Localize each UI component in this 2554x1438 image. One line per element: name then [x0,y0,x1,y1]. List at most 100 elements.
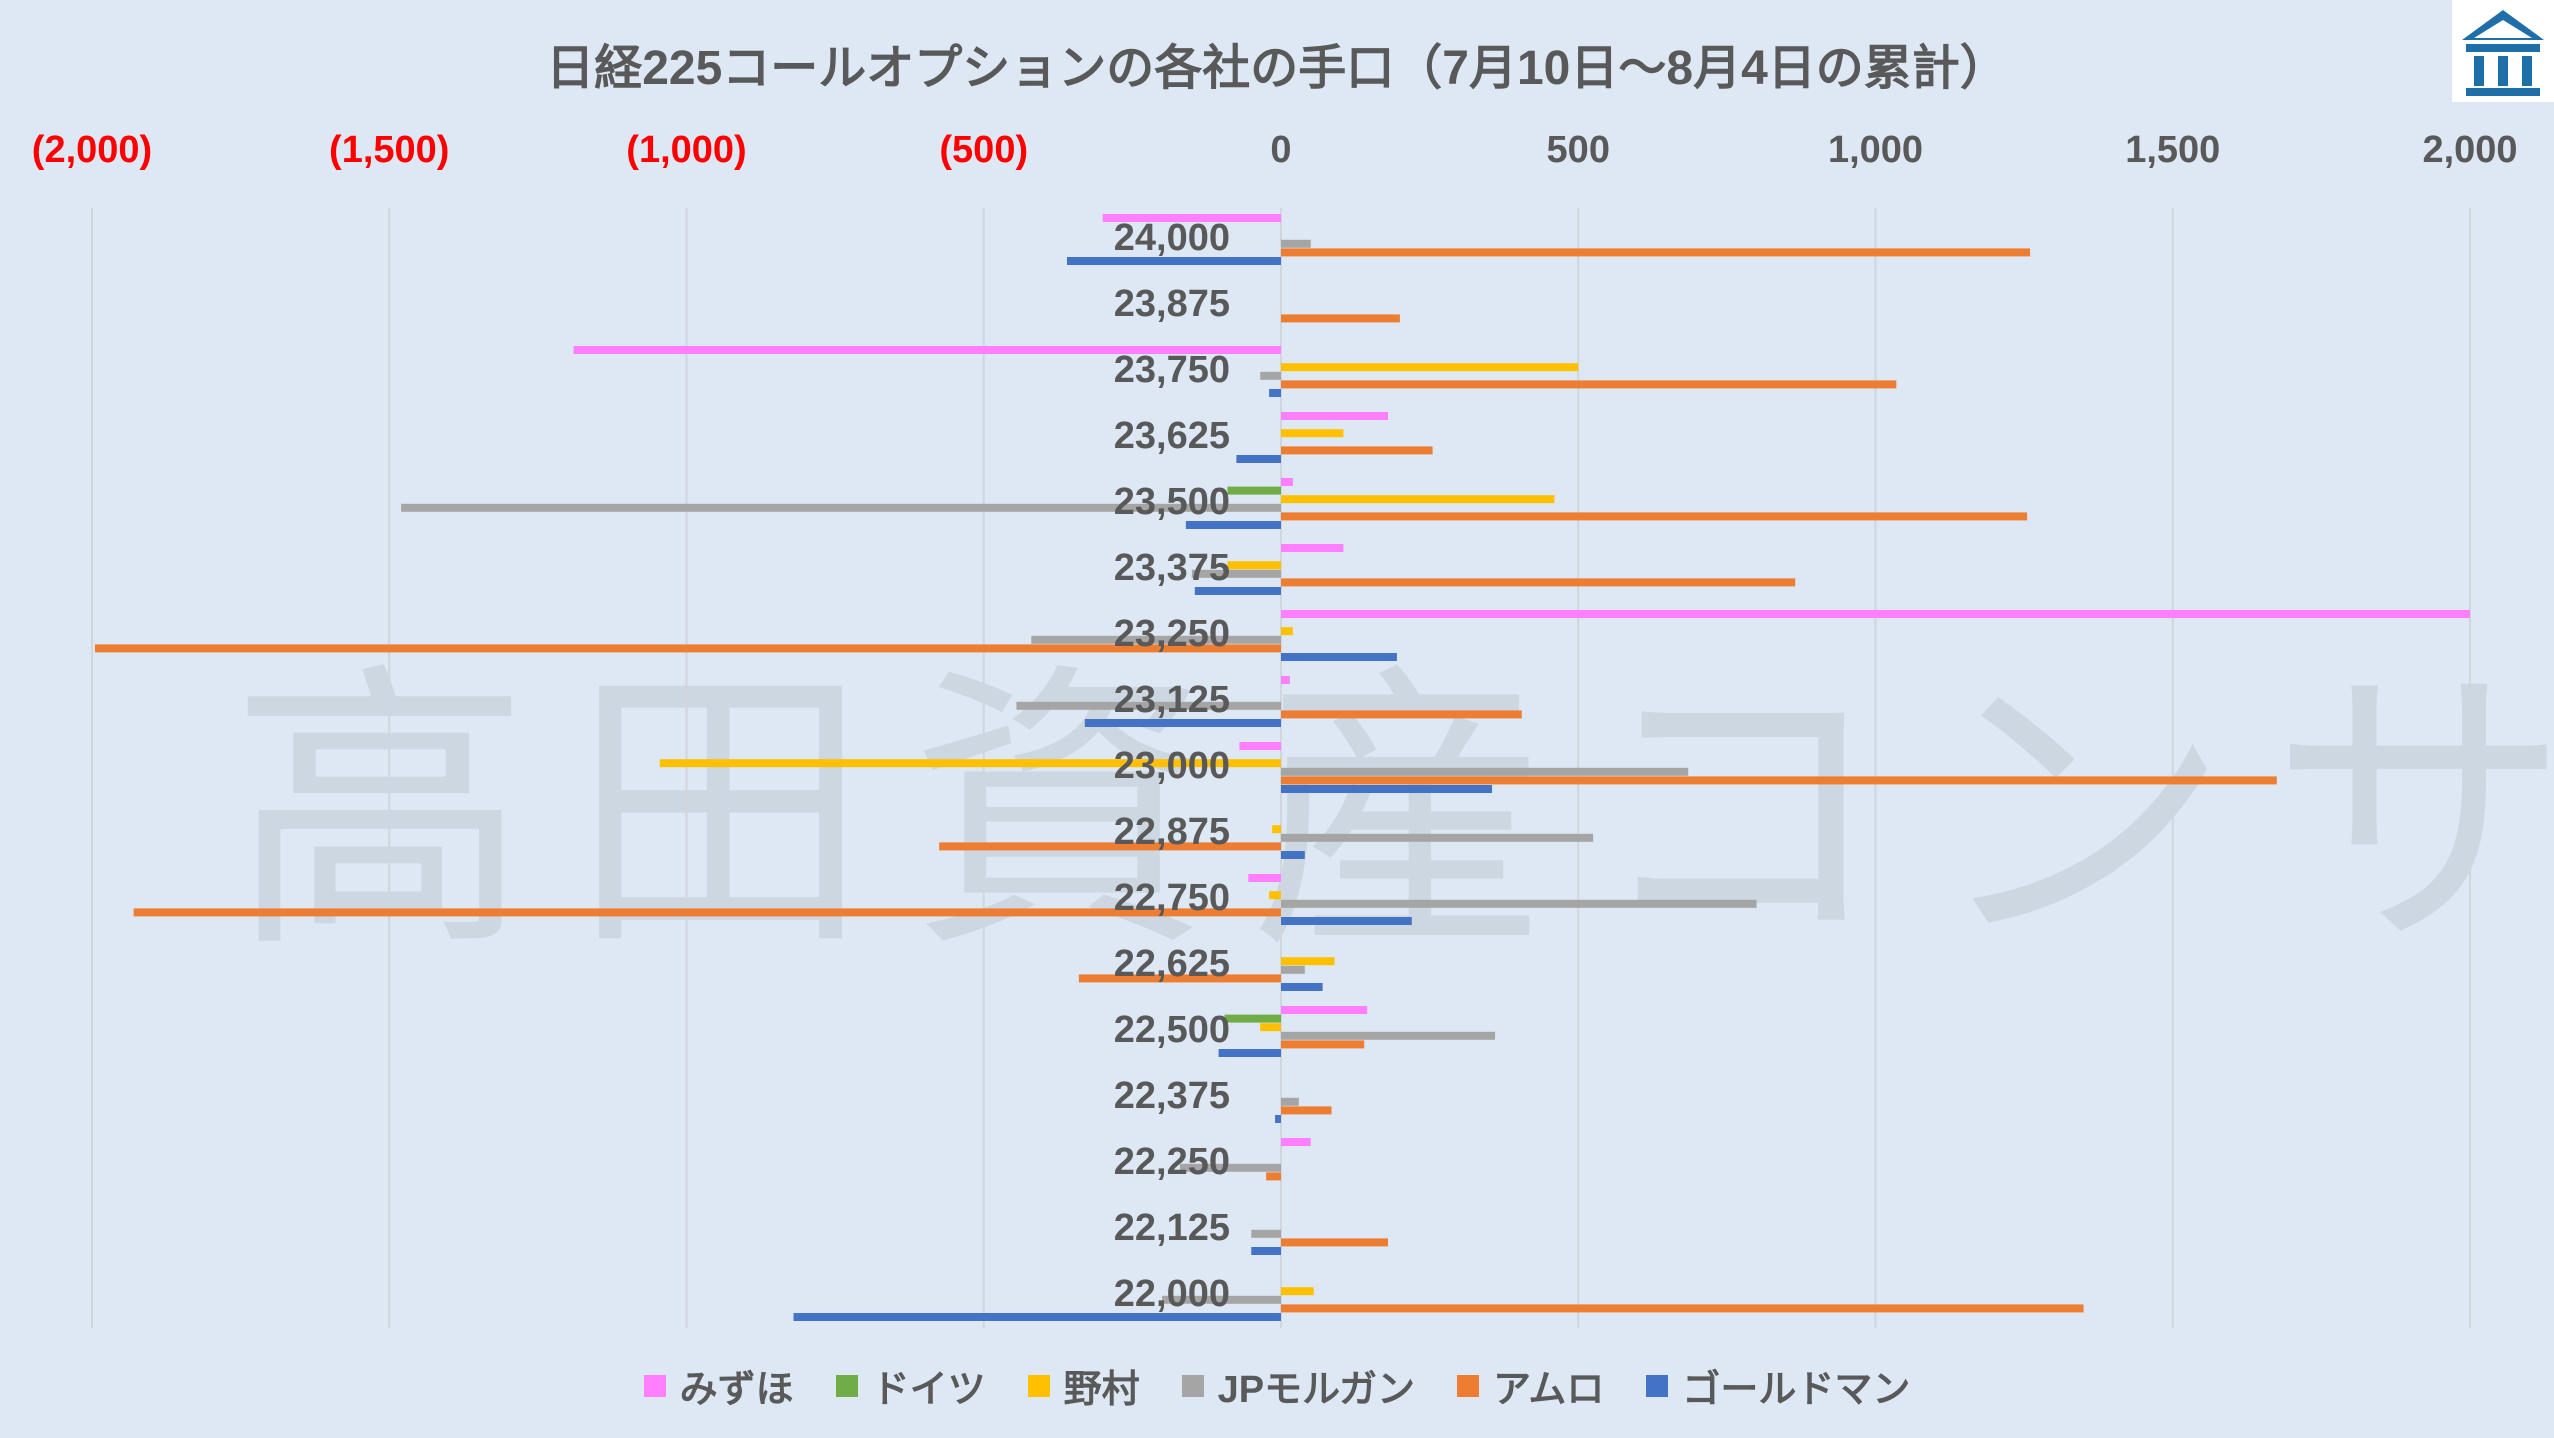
bar [939,842,1281,851]
bar [1191,569,1281,578]
bar [1281,776,2277,785]
bar [1281,446,1433,455]
logo [2452,0,2554,102]
legend-item: アムロ [1457,1358,1604,1413]
legend-label: アムロ [1493,1369,1605,1411]
category-label: 23,500 [1114,481,1230,523]
category-label: 22,875 [1114,811,1230,853]
bar [1281,380,1897,389]
bar [1281,1006,1368,1014]
chart-title: 日経225コールオプションの各社の手口（7月10日～8月4日の累計） [546,42,2008,95]
x-tick-label: 1,500 [2125,129,2220,171]
x-tick-label: 0 [1270,129,1291,171]
bar [1179,1163,1281,1172]
legend-swatch [1457,1374,1480,1397]
legend-item: JPモルガン [1181,1358,1416,1413]
bar [1031,635,1281,644]
bar [1185,521,1281,529]
legend-item: みずほ [643,1358,794,1413]
bar [573,346,1281,354]
watermark: 高田資産コンサル [230,639,2554,988]
category-label: 23,750 [1114,349,1230,391]
bar [1281,248,2031,257]
bar [401,503,1281,512]
bar [1281,899,1757,908]
legend-swatch [1646,1374,1669,1397]
bar [1281,965,1305,974]
category-label: 22,125 [1114,1207,1230,1249]
bar [94,644,1281,653]
bar [133,908,1282,917]
category-label: 22,625 [1114,943,1230,985]
bar [1078,974,1281,983]
legend-label: 野村 [1063,1369,1140,1411]
bar [1272,825,1281,834]
legend-swatch [1181,1374,1204,1397]
bar [1239,742,1281,750]
bar [1251,1229,1281,1238]
x-tick-label: (500) [939,129,1028,171]
bar [1281,917,1412,925]
bar [793,1313,1281,1321]
bar [1260,371,1281,380]
x-tick-label: 1,000 [1828,129,1923,171]
x-tick-label: 2,000 [2422,129,2517,171]
bar [1281,544,1344,552]
category-label: 22,250 [1114,1141,1230,1183]
bar [1281,833,1594,842]
bar [1269,891,1281,900]
bar [1227,486,1281,495]
legend-label: JPモルガン [1217,1369,1416,1411]
bar [1281,653,1397,661]
bar [1281,239,1311,248]
bar [1281,478,1293,486]
legend: みずほ ドイツ 野村 JPモルガン アムロ ゴールドマン [0,1358,2554,1413]
bar [1016,701,1281,710]
bar [1281,767,1689,776]
bar [1281,1031,1496,1040]
bar [1281,429,1344,438]
x-tick-label: (2,000) [32,129,152,171]
bar [1084,719,1281,727]
category-label: 22,750 [1114,877,1230,919]
x-tick-label: (1,000) [626,129,746,171]
bar [1224,1014,1281,1023]
bar [1281,363,1579,372]
bar-layer [94,214,2470,1321]
bar [1281,710,1522,719]
bar [1281,578,1796,587]
bar [1281,957,1335,966]
x-tick-label: (1,500) [329,129,449,171]
bar [1281,983,1323,991]
bar [1281,785,1493,793]
bar [1281,1238,1389,1247]
bar [1248,874,1281,882]
bar [1194,587,1281,595]
bar [1102,214,1281,222]
x-tick-label: 500 [1547,129,1610,171]
bar [1162,1295,1281,1304]
bar [1281,1138,1311,1146]
legend-item: ゴールドマン [1646,1358,1910,1413]
legend-label: ドイツ [871,1369,986,1411]
bar [1281,676,1290,684]
bar [1281,1097,1299,1106]
category-label: 23,250 [1114,613,1230,655]
category-label: 23,625 [1114,415,1230,457]
legend-swatch [1027,1374,1050,1397]
bar [1227,561,1281,570]
legend-item: ドイツ [835,1358,986,1413]
bar [1266,1172,1281,1181]
bar [1281,412,1389,420]
bar [1269,389,1281,397]
bar [1281,627,1293,636]
legend-label: ゴールドマン [1682,1369,1911,1411]
bar [1260,1023,1281,1032]
bar [1066,257,1281,265]
bar [1218,1049,1281,1057]
bar [1275,1115,1281,1123]
legend-item: 野村 [1027,1358,1140,1413]
legend-label: みずほ [679,1369,794,1411]
bar [1251,1247,1281,1255]
